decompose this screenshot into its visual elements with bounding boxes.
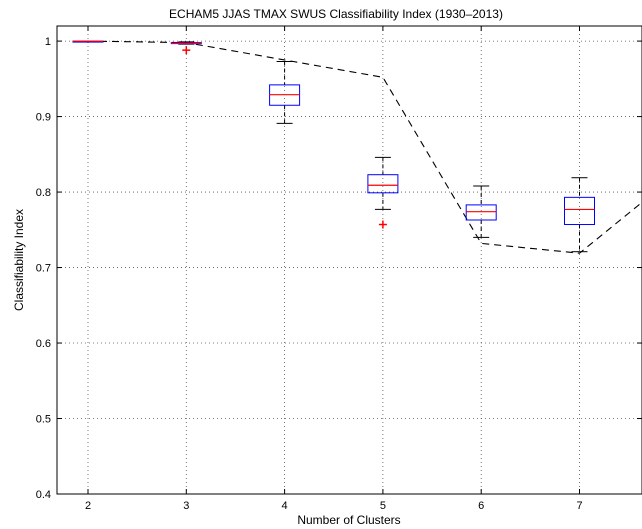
y-tick-label: 1	[45, 36, 51, 48]
y-tick-label: 0.7	[36, 263, 51, 275]
x-tick-label: 6	[478, 500, 484, 512]
boxplot-3	[170, 41, 202, 55]
boxplots	[72, 40, 595, 253]
x-tick-label: 2	[85, 500, 91, 512]
y-tick-label: 0.6	[36, 338, 51, 350]
box	[564, 196, 595, 226]
outlier-marker	[182, 46, 191, 55]
box	[465, 204, 497, 221]
x-tick-label: 7	[576, 500, 582, 512]
x-tick-label: 3	[183, 500, 189, 512]
box	[367, 174, 399, 194]
axes-frame	[56, 25, 642, 495]
boxplot-4	[269, 60, 301, 124]
y-axis-title: Classifiability Index	[12, 209, 26, 311]
y-tick-label: 0.8	[36, 187, 51, 199]
y-tick-label: 0.4	[36, 489, 51, 501]
x-axis-title: Number of Clusters	[297, 513, 400, 527]
boxplot-2	[72, 40, 104, 43]
x-tick-label: 4	[282, 500, 288, 512]
chart-title: ECHAM5 JJAS TMAX SWUS Classifiability In…	[169, 7, 503, 21]
y-tick-label: 0.9	[36, 112, 51, 124]
axes: 23456789100.40.50.60.70.80.91	[36, 25, 642, 512]
boxplot-7	[564, 177, 595, 253]
outlier-marker	[378, 220, 387, 229]
x-tick-label: 5	[380, 500, 386, 512]
boxplot-6	[465, 185, 497, 238]
boxplot-5	[367, 156, 399, 229]
plot-area	[57, 26, 642, 494]
y-tick-label: 0.5	[36, 414, 51, 426]
